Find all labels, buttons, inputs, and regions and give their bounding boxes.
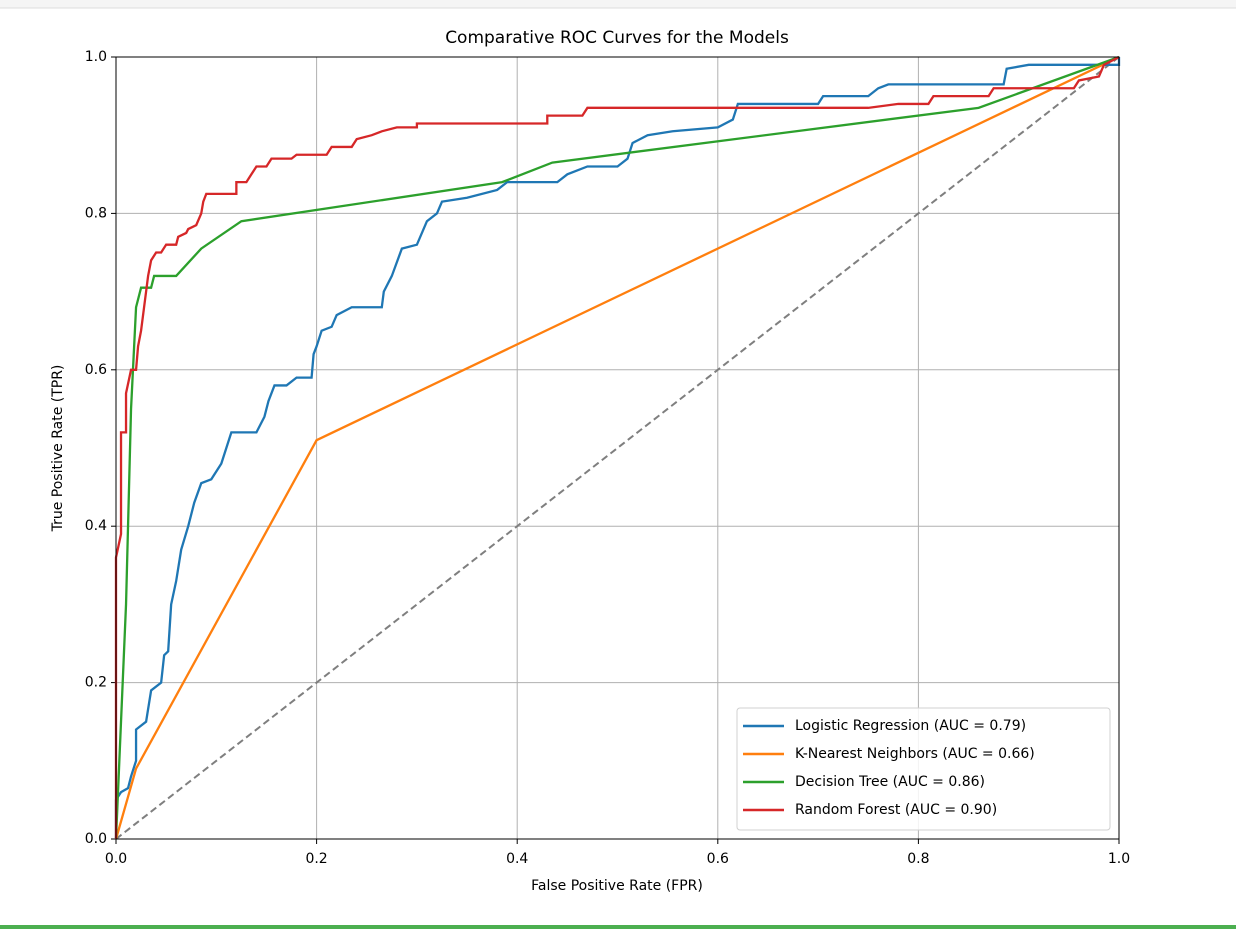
- legend-box: [736, 707, 1111, 831]
- x-axis-label: False Positive Rate (FPR): [531, 878, 703, 894]
- y-tick-label: 0.6: [85, 362, 107, 378]
- roc-curve: [114, 57, 1121, 839]
- top-bar: [0, 0, 1236, 8]
- legend-label: K-Nearest Neighbors (AUC = 0.66): [795, 746, 1035, 762]
- y-tick-label: 1.0: [85, 49, 107, 65]
- y-axis-label: True Positive Rate (TPR): [50, 365, 66, 533]
- bottom-bar: [0, 925, 1236, 929]
- y-tick-label: 0.4: [85, 518, 107, 534]
- y-tick-label: 0.8: [85, 205, 107, 221]
- x-tick-label: 1.0: [1108, 851, 1130, 867]
- roc-curve: [114, 55, 1120, 839]
- x-tick-label: 0.4: [506, 851, 528, 867]
- diagonal-line: [115, 56, 1120, 840]
- legend-label: Random Forest (AUC = 0.90): [795, 802, 997, 818]
- x-tick-label: 0.0: [105, 851, 127, 867]
- y-tick-label: 0.2: [85, 675, 107, 691]
- legend-label: Logistic Regression (AUC = 0.79): [795, 718, 1026, 734]
- x-tick-label: 0.2: [305, 851, 327, 867]
- roc-curve: [114, 55, 1120, 840]
- chart-title: Comparative ROC Curves for the Models: [445, 28, 789, 48]
- y-tick-label: 0.0: [85, 831, 107, 847]
- plot-frame: [115, 56, 1120, 840]
- legend-label: Decision Tree (AUC = 0.86): [795, 774, 985, 790]
- x-tick-label: 0.6: [707, 851, 729, 867]
- roc-curve: [114, 55, 1120, 840]
- x-tick-label: 0.8: [907, 851, 929, 867]
